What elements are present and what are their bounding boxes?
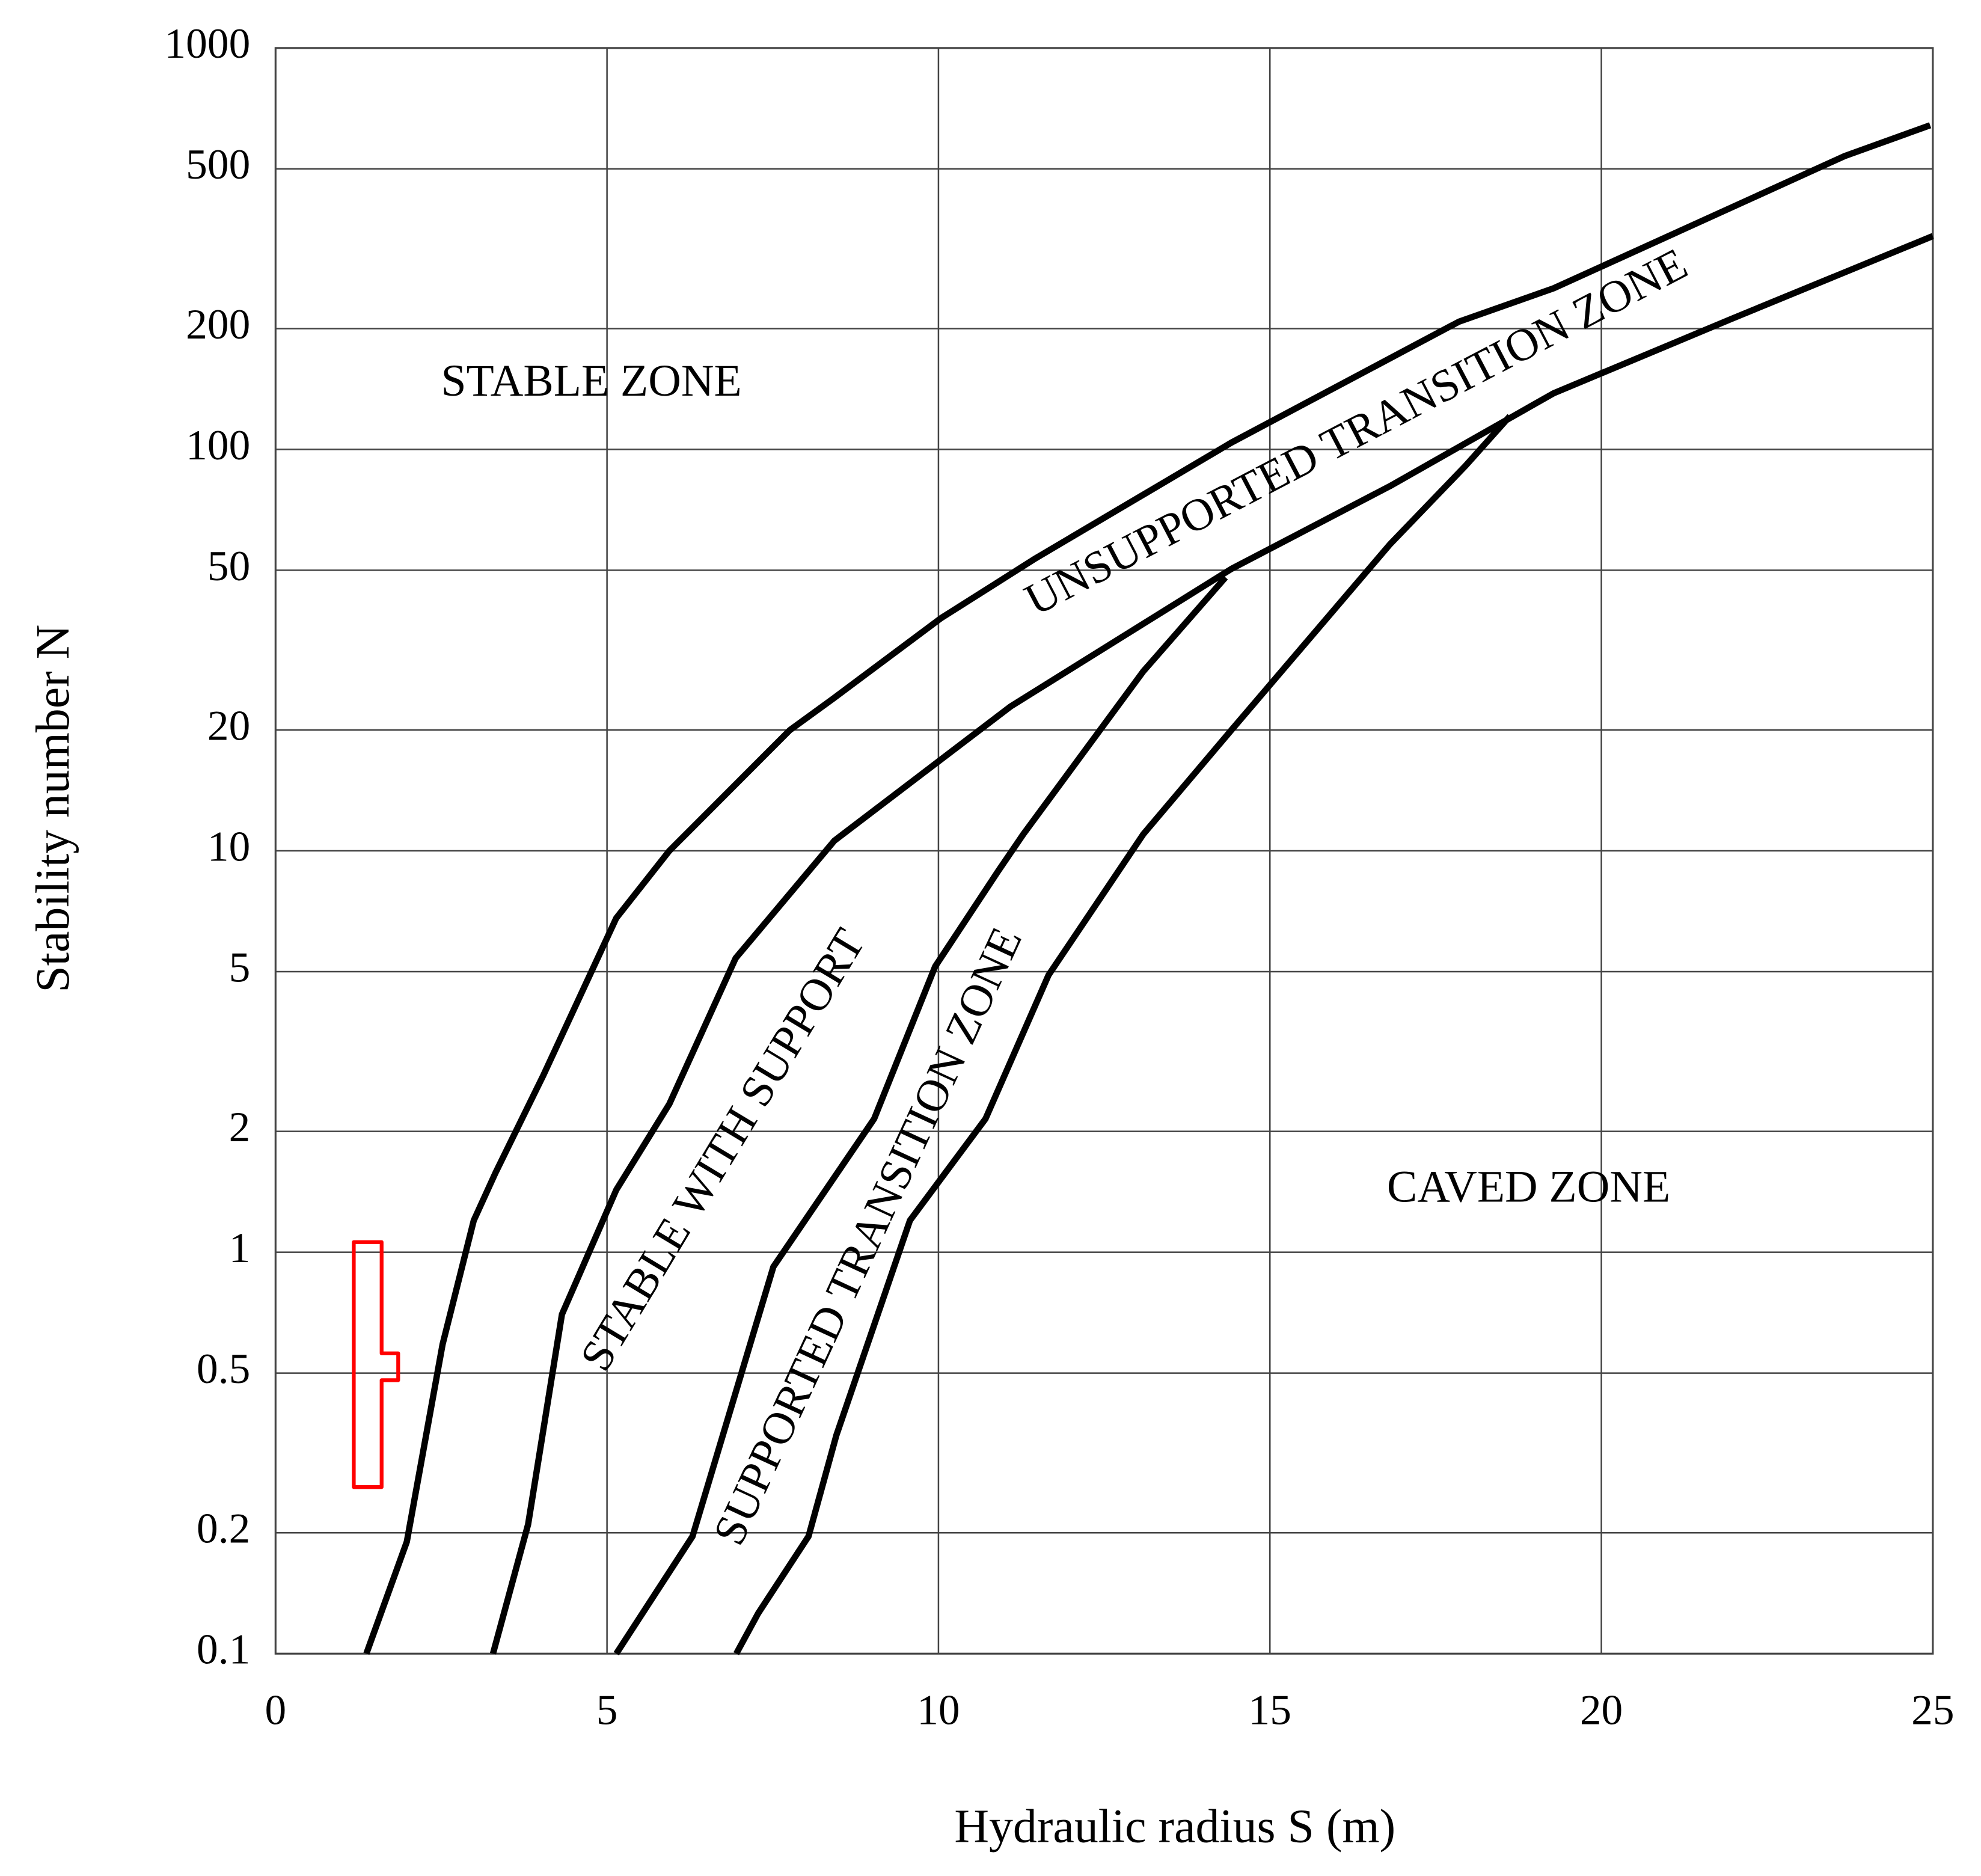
plot-frame [274,47,1934,1655]
zone-label: CAVED ZONE [1387,1162,1670,1212]
y-tick-label: 1 [229,1224,251,1272]
y-tick-label: 20 [207,702,250,749]
boundary-line [733,414,1513,1655]
x-axis-label: Hydraulic radius S (m) [954,1800,1395,1853]
y-tick-label: 2 [229,1103,251,1151]
y-tick-label: 0.5 [197,1345,250,1393]
y-axis-label: Stability number N [26,625,79,993]
x-tick-label: 10 [917,1686,960,1733]
y-tick-label: 100 [186,421,250,469]
y-tick-label: 500 [186,141,250,188]
y-tick-label: 5 [229,943,251,991]
y-tick-label: 10 [207,823,250,870]
y-tick-label: 50 [207,542,250,590]
x-tick-label: 5 [596,1686,618,1733]
boundary-line [489,233,1934,1655]
y-tick-label: 200 [186,301,250,348]
x-tick-label: 15 [1249,1686,1291,1733]
region-outline [352,1240,400,1489]
x-tick-label: 0 [265,1686,286,1733]
boundary-line [613,575,1228,1656]
y-tick-label: 1000 [164,20,250,67]
x-tick-label: 20 [1580,1686,1623,1733]
boundary-line [363,122,1932,1655]
y-tick-label: 0.2 [197,1505,250,1553]
zone-label: STABLE ZONE [441,356,741,406]
y-tick-label: 0.1 [197,1626,250,1673]
x-tick-label: 25 [1911,1686,1954,1733]
